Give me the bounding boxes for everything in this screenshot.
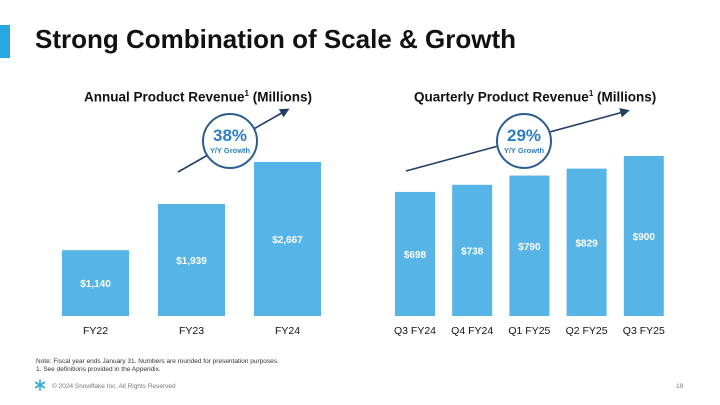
annual-category-label-1: FY23 bbox=[179, 325, 204, 337]
quarterly-bar-2 bbox=[509, 175, 550, 316]
annual-growth-circle bbox=[202, 113, 258, 169]
snowflake-logo-icon bbox=[34, 379, 46, 391]
quarterly-chart-title-suffix: (Millions) bbox=[593, 89, 657, 105]
quarterly-category-label-2: Q1 FY25 bbox=[508, 325, 550, 337]
quarterly-bar-value-label-2: $790 bbox=[518, 242, 541, 253]
page-number: 19 bbox=[676, 383, 684, 390]
bars-layer: $1,140 FY22 $1,939 FY23 $2,667 FY24 $698 Q3 FY2… bbox=[62, 156, 665, 337]
annual-chart-title-suffix: (Millions) bbox=[248, 89, 312, 105]
quarterly-bar-1 bbox=[452, 184, 493, 316]
quarterly-bar-4 bbox=[623, 156, 664, 316]
quarterly-bar-3 bbox=[566, 168, 607, 316]
quarterly-bar-value-label-1: $738 bbox=[461, 246, 484, 257]
quarterly-chart-title-main: Quarterly Product Revenue bbox=[414, 89, 589, 105]
annual-bar-value-label-1: $1,939 bbox=[176, 256, 207, 267]
title-accent-bar bbox=[0, 25, 10, 58]
copyright-text: © 2024 Snowflake Inc. All Rights Reserve… bbox=[52, 383, 176, 390]
quarterly-bar-value-label-0: $698 bbox=[404, 250, 427, 261]
annual-chart-title-main: Annual Product Revenue bbox=[84, 89, 245, 105]
quarterly-bar-0 bbox=[395, 191, 435, 316]
annual-bar-value-label-0: $1,140 bbox=[80, 279, 111, 290]
quarterly-bar-value-label-3: $829 bbox=[575, 238, 598, 249]
quarterly-growth-circle bbox=[496, 113, 552, 169]
annual-growth-label: Y/Y Growth bbox=[210, 146, 251, 155]
annual-bar-0 bbox=[62, 250, 129, 316]
annual-bar-1 bbox=[158, 204, 225, 316]
annual-category-label-2: FY24 bbox=[275, 325, 300, 337]
annual-chart-title-footnote: 1 bbox=[244, 89, 249, 98]
annual-bar-value-label-2: $2,667 bbox=[272, 235, 303, 246]
definitions-footnote: 1. See definitions provided in the Appen… bbox=[36, 366, 161, 373]
annual-bar-2 bbox=[254, 162, 321, 316]
quarterly-chart-title-footnote: 1 bbox=[588, 89, 594, 98]
fiscal-year-note: Note: Fiscal year ends January 31. Numbe… bbox=[36, 358, 279, 365]
annual-chart-title: Annual Product Revenue1 (Millions) bbox=[84, 89, 312, 105]
quarterly-category-label-3: Q2 FY25 bbox=[566, 325, 608, 337]
quarterly-bar-value-label-4: $900 bbox=[633, 232, 656, 243]
quarterly-chart-title: Quarterly Product Revenue1 (Millions) bbox=[414, 89, 656, 105]
quarterly-category-label-0: Q3 FY24 bbox=[394, 325, 436, 337]
quarterly-category-label-4: Q3 FY25 bbox=[623, 325, 665, 337]
quarterly-growth-value: 29% bbox=[507, 126, 541, 145]
slide-title: Strong Combination of Scale & Growth bbox=[35, 24, 516, 54]
quarterly-growth-label: Y/Y Growth bbox=[504, 146, 545, 155]
annual-category-label-0: FY22 bbox=[83, 325, 108, 337]
annual-growth-value: 38% bbox=[213, 126, 247, 145]
quarterly-category-label-1: Q4 FY24 bbox=[451, 325, 493, 337]
